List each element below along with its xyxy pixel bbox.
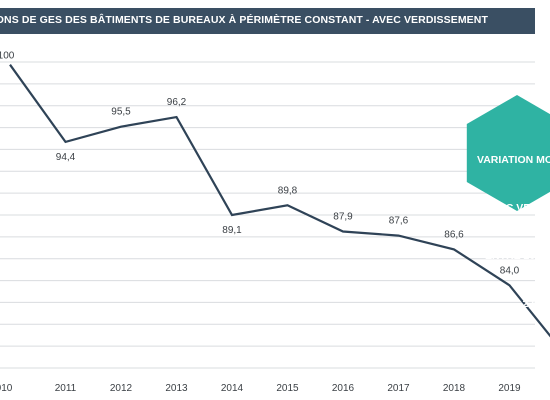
data-label: 87,9 — [333, 212, 353, 223]
annotation-line-2: AVEC VERDISS — [485, 202, 550, 214]
annotation-line-4: -2,5 % — [519, 298, 550, 310]
chart-title-bar: ION DES ÉMISSIONS DE GES DES BÂTIMENTS D… — [0, 8, 535, 34]
x-tick-label: 2013 — [165, 383, 188, 394]
data-label: 95,5 — [111, 107, 131, 118]
data-label: 86,6 — [444, 229, 464, 240]
chart-title: ION DES ÉMISSIONS DE GES DES BÂTIMENTS D… — [0, 14, 488, 26]
data-label: 94,4 — [56, 152, 76, 163]
data-label: 89,1 — [222, 225, 242, 236]
x-tick-label: 2011 — [55, 383, 77, 394]
x-tick-label: 2014 — [221, 383, 244, 394]
data-label: 89,8 — [278, 185, 298, 196]
x-tick-label: 2015 — [276, 383, 299, 394]
x-tick-label: 2017 — [387, 383, 410, 394]
data-label: 87,6 — [389, 216, 409, 227]
data-label: 100 — [0, 51, 15, 62]
x-tick-label: 010 — [0, 383, 13, 394]
annotation-line-3: ENTRE 2010 E — [485, 250, 550, 262]
data-label: 84,0 — [500, 265, 520, 276]
series-line — [9, 64, 550, 338]
annotation-line-1: VARIATION MO — [477, 154, 550, 166]
x-tick-label: 2019 — [498, 383, 521, 394]
data-label: 96,2 — [167, 97, 187, 108]
variation-annotation-text: VARIATION MO AVEC VERDISS ENTRE 2010 E -… — [472, 120, 550, 328]
x-tick-label: 2018 — [443, 383, 466, 394]
variation-hexagon — [466, 95, 550, 211]
x-tick-label: 2012 — [110, 383, 133, 394]
x-tick-label: 2016 — [332, 383, 355, 394]
